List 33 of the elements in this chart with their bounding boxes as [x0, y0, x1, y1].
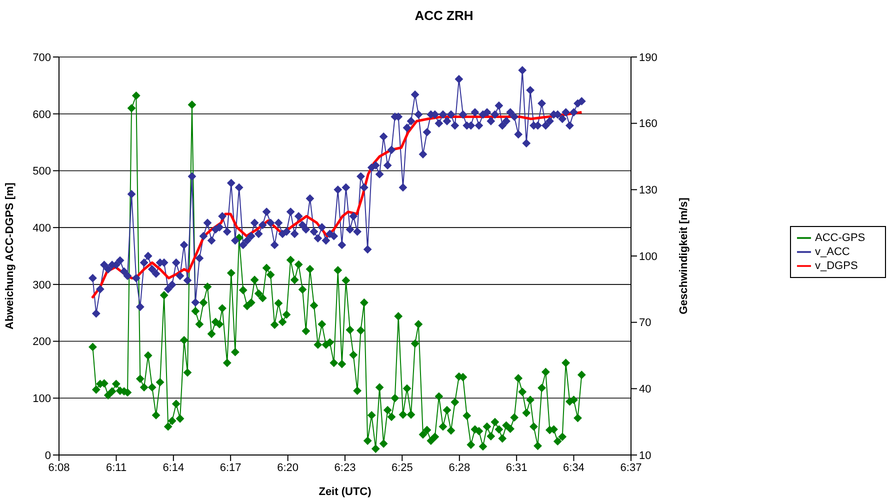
x-axis-title: Zeit (UTC) [318, 486, 372, 498]
y-tick-label: 0 [44, 450, 51, 462]
y-tick-label: 200 [32, 336, 51, 348]
y2-tick-label: 70 [639, 317, 652, 330]
x-tick-label: 6:08 [48, 462, 70, 474]
x-tick-label: 6:20 [277, 462, 299, 474]
x-tick-label: 6:14 [162, 462, 184, 474]
y-tick-label: 300 [32, 279, 51, 292]
y-tick-label: 600 [32, 108, 51, 121]
x-tick-label: 6:37 [620, 462, 642, 474]
y2-tick-label: 100 [639, 250, 658, 263]
y-tick-label: 400 [32, 222, 51, 234]
y-axis-title: Abweichung ACC-DGPS [m] [4, 182, 16, 330]
legend-label: v_ACC [815, 246, 850, 258]
x-tick-label: 6:23 [334, 462, 356, 474]
y-tick-label: 500 [32, 166, 51, 178]
y2-tick-label: 40 [639, 384, 652, 396]
x-tick-label: 6:28 [448, 462, 470, 474]
y2-tick-label: 10 [639, 450, 652, 462]
x-tick-label: 6:25 [391, 462, 413, 474]
y-tick-label: 700 [32, 52, 51, 64]
legend-label: ACC-GPS [815, 232, 866, 244]
x-tick-label: 6:34 [563, 462, 584, 474]
chart-title: ACC ZRH [414, 8, 474, 23]
y-tick-label: 100 [32, 393, 51, 406]
x-tick-label: 6:31 [506, 462, 528, 474]
y2-tick-label: 130 [639, 184, 658, 197]
x-tick-label: 6:17 [220, 462, 242, 474]
legend-label: v_DGPS [815, 260, 858, 272]
x-tick-label: 6:11 [106, 462, 127, 474]
y2-tick-label: 190 [639, 52, 658, 64]
y2-tick-label: 160 [639, 118, 658, 130]
y2-axis-title: Geschwindigkeit [m/s] [678, 197, 690, 314]
